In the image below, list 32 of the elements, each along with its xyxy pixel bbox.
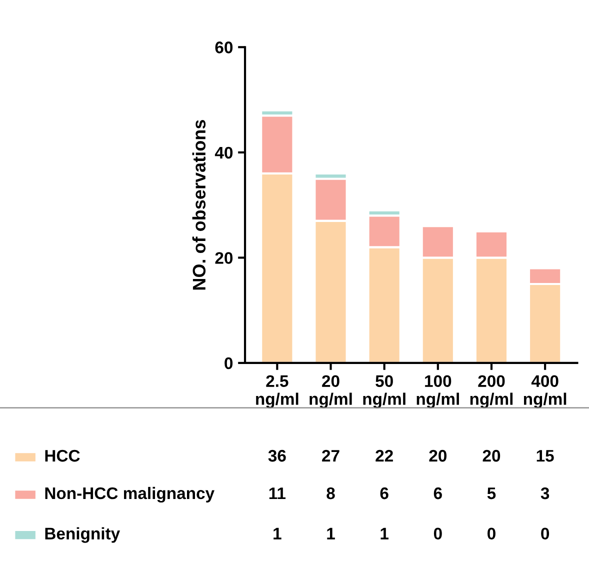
- y-tick-label: 40: [214, 146, 233, 159]
- data-label: 5: [487, 488, 496, 500]
- data-label: 27: [322, 450, 340, 462]
- x-tick-label: 50 ng/ml: [363, 375, 406, 408]
- x-tick-label: 400 ng/ml: [524, 375, 566, 408]
- data-label: 11: [269, 488, 286, 500]
- data-label: 6: [434, 487, 442, 500]
- y-tick-label: 20: [215, 252, 233, 264]
- x-tick-label: 100 ng/ml: [416, 375, 459, 408]
- data-label: 8: [326, 487, 335, 500]
- data-label: 22: [376, 450, 393, 462]
- data-label: 1: [274, 528, 282, 540]
- data-label: 15: [536, 450, 554, 462]
- data-label: 20: [482, 450, 500, 462]
- legend-label: HCC: [45, 450, 80, 462]
- data-label: 0: [488, 528, 496, 540]
- data-label: 1: [327, 528, 335, 540]
- y-tick-label: 0: [224, 357, 233, 370]
- data-label: 20: [429, 450, 446, 462]
- data-label: 36: [268, 450, 286, 462]
- data-label: 0: [541, 528, 550, 540]
- data-label: 0: [434, 528, 442, 540]
- data-label: 6: [380, 487, 388, 500]
- data-label: 3: [540, 487, 550, 500]
- data-label: 1: [380, 528, 389, 540]
- y-axis-title: NO. of observations: [192, 120, 206, 290]
- y-tick-label: 60: [215, 42, 233, 54]
- x-tick-label: 2.5 ng/ml: [256, 375, 298, 408]
- legend-label: Benignity: [45, 527, 120, 543]
- x-tick-label: 20 ng/ml: [310, 375, 352, 408]
- legend-label: Non-HCC malignancy: [45, 486, 214, 503]
- x-tick-label: 200 ng/ml: [470, 375, 513, 408]
